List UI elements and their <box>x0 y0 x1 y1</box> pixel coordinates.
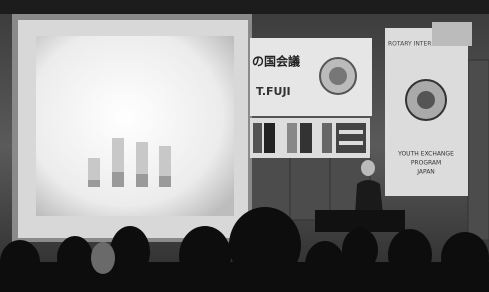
projected-slide <box>36 36 234 216</box>
page: の国会議 T.FUJI ROTARY INTERNA YOUTH EXCHANG… <box>0 0 489 292</box>
speaker-body <box>355 180 383 215</box>
banner-jp-text: の国会議 <box>252 54 300 69</box>
banner-en-text: T.FUJI <box>256 85 291 98</box>
photo: の国会議 T.FUJI ROTARY INTERNA YOUTH EXCHANG… <box>0 0 489 292</box>
right-emblem-center <box>417 91 435 109</box>
ceiling <box>0 0 489 14</box>
speaker-box <box>432 22 472 46</box>
speaker-head <box>361 160 375 176</box>
banner-line: JAPAN <box>416 169 435 176</box>
banner-line: PROGRAM <box>411 160 441 167</box>
audience-gray-hair <box>91 242 115 274</box>
flags <box>253 123 366 153</box>
emblem-center <box>329 67 347 85</box>
banner-line: YOUTH EXCHANGE <box>397 151 454 158</box>
